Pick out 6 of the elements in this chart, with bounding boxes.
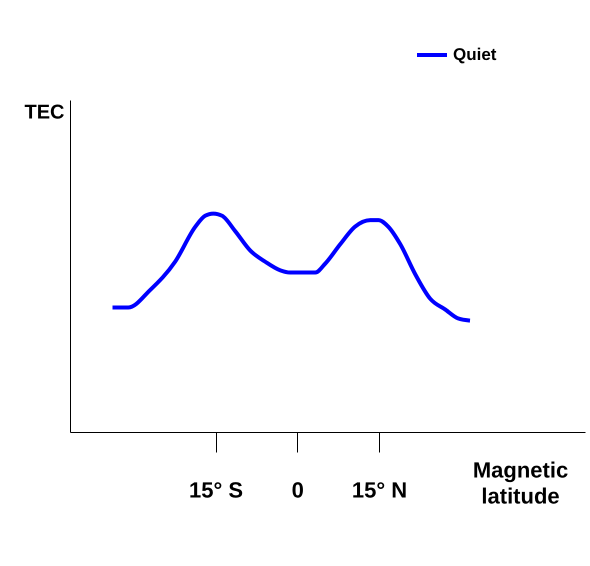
x-axis-title: Magnetic latitude xyxy=(472,458,568,508)
x-tick-label: 15° S xyxy=(188,478,244,502)
y-axis-title: TEC xyxy=(24,102,64,124)
x-tick-label: 0 xyxy=(292,478,304,502)
x-tick-label: 15° N xyxy=(352,478,408,502)
legend-label: Quiet xyxy=(453,45,497,64)
